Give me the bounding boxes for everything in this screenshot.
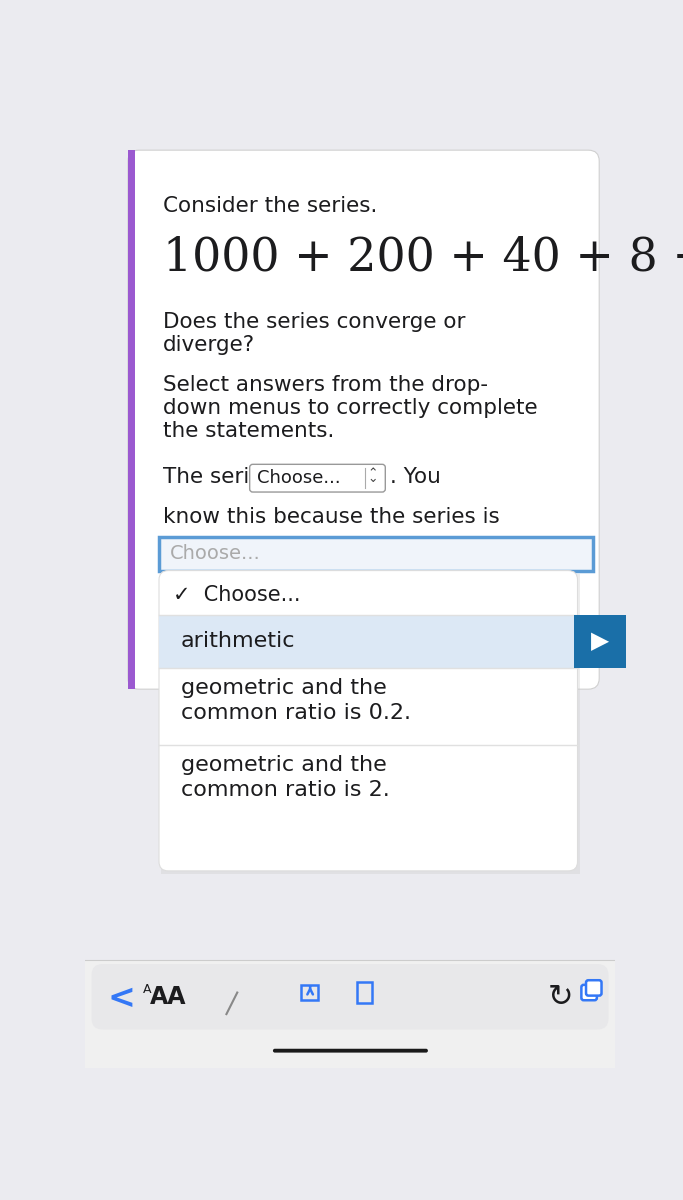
FancyBboxPatch shape bbox=[586, 980, 602, 996]
Bar bbox=[128, 150, 135, 689]
Bar bbox=[161, 574, 580, 874]
FancyBboxPatch shape bbox=[128, 150, 599, 689]
Text: ✓  Choose...: ✓ Choose... bbox=[173, 586, 301, 605]
Text: Choose...: Choose... bbox=[257, 469, 341, 487]
Text: down menus to correctly complete: down menus to correctly complete bbox=[163, 398, 538, 418]
Bar bbox=[301, 985, 318, 1001]
Bar bbox=[85, 960, 615, 1068]
Text: common ratio is 0.2.: common ratio is 0.2. bbox=[181, 703, 410, 724]
Text: geometric and the: geometric and the bbox=[181, 678, 387, 698]
FancyBboxPatch shape bbox=[159, 570, 578, 871]
Bar bbox=[159, 616, 578, 667]
Text: the statements.: the statements. bbox=[163, 421, 334, 442]
Text: Choose...: Choose... bbox=[170, 544, 261, 563]
Text: <: < bbox=[107, 982, 135, 1015]
Bar bbox=[159, 536, 593, 570]
Text: ▶: ▶ bbox=[591, 630, 609, 654]
FancyBboxPatch shape bbox=[273, 1049, 428, 1052]
Text: geometric and the: geometric and the bbox=[181, 755, 387, 775]
Text: ↻: ↻ bbox=[547, 983, 573, 1012]
Text: AA: AA bbox=[150, 985, 186, 1009]
Bar bbox=[574, 616, 626, 667]
Text: The series: The series bbox=[163, 468, 273, 487]
Text: A: A bbox=[143, 983, 151, 996]
FancyBboxPatch shape bbox=[92, 964, 609, 1030]
FancyBboxPatch shape bbox=[581, 985, 597, 1001]
Text: diverge?: diverge? bbox=[163, 335, 255, 355]
Text: know this because the series is: know this because the series is bbox=[163, 508, 500, 528]
Text: ⌄: ⌄ bbox=[367, 472, 378, 485]
Text: 1000 + 200 + 40 + 8 +: 1000 + 200 + 40 + 8 + bbox=[163, 235, 683, 280]
FancyBboxPatch shape bbox=[250, 464, 385, 492]
Text: arithmetic: arithmetic bbox=[181, 631, 295, 652]
Text: Select answers from the drop-: Select answers from the drop- bbox=[163, 374, 488, 395]
Text: Consider the series.: Consider the series. bbox=[163, 197, 377, 216]
Text: Does the series converge or: Does the series converge or bbox=[163, 312, 465, 332]
Text: ⌃: ⌃ bbox=[367, 467, 378, 480]
Text: . You: . You bbox=[390, 468, 441, 487]
Bar bbox=[357, 982, 372, 1003]
Text: common ratio is 2.: common ratio is 2. bbox=[181, 780, 389, 800]
